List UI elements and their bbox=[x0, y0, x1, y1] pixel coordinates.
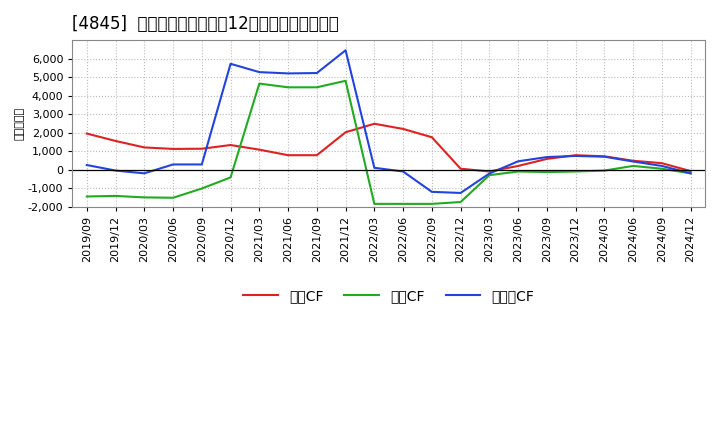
Y-axis label: （百万円）: （百万円） bbox=[15, 107, 25, 140]
Legend: 営業CF, 投資CF, フリーCF: 営業CF, 投資CF, フリーCF bbox=[238, 283, 540, 308]
Text: [4845]  キャッシュフローの12か月移動合計の推移: [4845] キャッシュフローの12か月移動合計の推移 bbox=[73, 15, 339, 33]
